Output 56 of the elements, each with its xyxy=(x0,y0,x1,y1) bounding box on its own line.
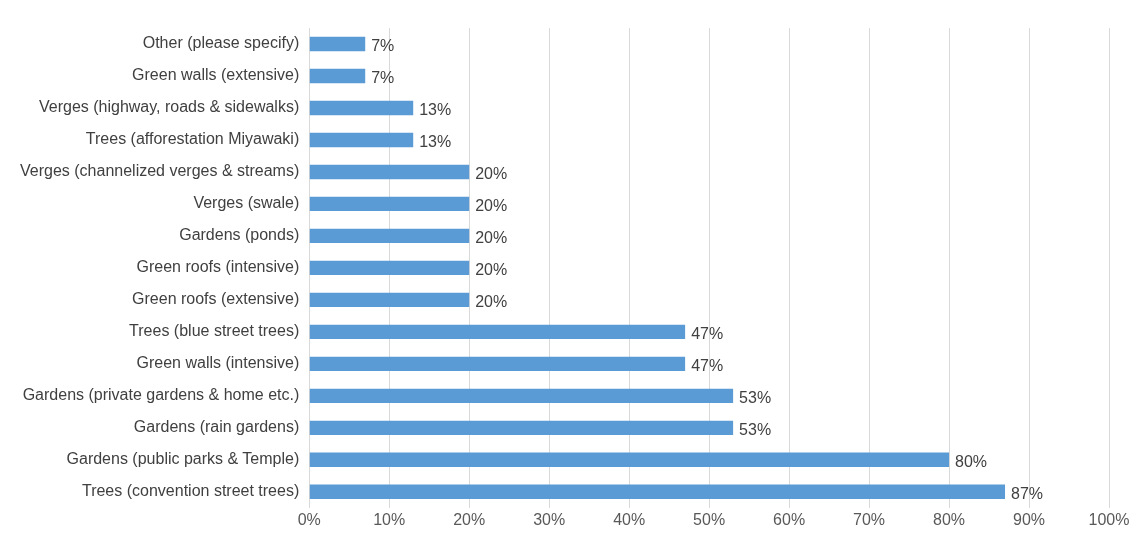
data-label: 13% xyxy=(419,101,452,119)
bar xyxy=(309,228,470,244)
bar xyxy=(309,196,470,212)
data-label: 20% xyxy=(475,229,508,247)
y-tick-label: Trees (blue street trees) xyxy=(129,322,300,340)
x-tick-label: 80% xyxy=(933,510,966,528)
data-label: 87% xyxy=(1011,485,1044,503)
y-tick-label: Green walls (extensive) xyxy=(132,66,300,84)
x-tick-label: 70% xyxy=(853,510,886,528)
data-label: 47% xyxy=(691,357,724,375)
data-label: 13% xyxy=(419,133,452,151)
y-tick-label: Gardens (rain gardens) xyxy=(133,418,300,436)
x-tick-label: 100% xyxy=(1088,510,1130,528)
x-tick-label: 20% xyxy=(453,510,486,528)
data-label: 20% xyxy=(475,293,508,311)
y-tick-label: Trees (convention street trees) xyxy=(81,482,300,500)
y-tick-label: Other (please specify) xyxy=(142,34,300,52)
data-label: 53% xyxy=(739,421,772,439)
bar xyxy=(309,420,734,436)
data-label: 47% xyxy=(691,325,724,343)
bar xyxy=(309,132,414,148)
y-tick-label: Verges (highway, roads & sidewalks) xyxy=(38,98,300,116)
data-label: 20% xyxy=(475,197,508,215)
y-tick-label: Gardens (ponds) xyxy=(179,226,300,244)
y-tick-label: Green roofs (extensive) xyxy=(132,290,300,308)
x-tick-label: 50% xyxy=(693,510,726,528)
bar xyxy=(309,452,950,468)
bar xyxy=(309,164,470,180)
y-tick-label: Green roofs (intensive) xyxy=(136,258,300,276)
x-tick-label: 40% xyxy=(613,510,646,528)
y-tick-label: Gardens (private gardens & home etc.) xyxy=(22,386,300,404)
data-label: 80% xyxy=(955,453,988,471)
data-label: 20% xyxy=(475,165,508,183)
data-label: 20% xyxy=(475,261,508,279)
data-label: 7% xyxy=(371,69,395,87)
x-tick-label: 10% xyxy=(373,510,406,528)
x-tick-label: 30% xyxy=(533,510,566,528)
bar xyxy=(309,356,686,372)
bar xyxy=(309,484,1006,499)
y-tick-label: Verges (channelized verges & streams) xyxy=(19,162,300,180)
bar xyxy=(309,260,470,276)
y-tick-label: Verges (swale) xyxy=(193,194,300,212)
bar xyxy=(309,100,414,116)
y-tick-label: Green walls (intensive) xyxy=(136,354,300,372)
x-tick-label: 0% xyxy=(297,510,321,528)
bar xyxy=(309,36,366,52)
y-tick-label: Trees (afforestation Miyawaki) xyxy=(85,130,300,148)
x-tick-label: 90% xyxy=(1013,510,1046,528)
bar xyxy=(309,292,470,308)
data-label: 7% xyxy=(371,37,395,55)
bar xyxy=(309,68,366,84)
x-tick-label: 60% xyxy=(773,510,806,528)
y-tick-label: Gardens (public parks & Temple) xyxy=(66,450,300,468)
bar xyxy=(309,324,686,340)
bar xyxy=(309,388,734,404)
data-label: 53% xyxy=(739,389,772,407)
